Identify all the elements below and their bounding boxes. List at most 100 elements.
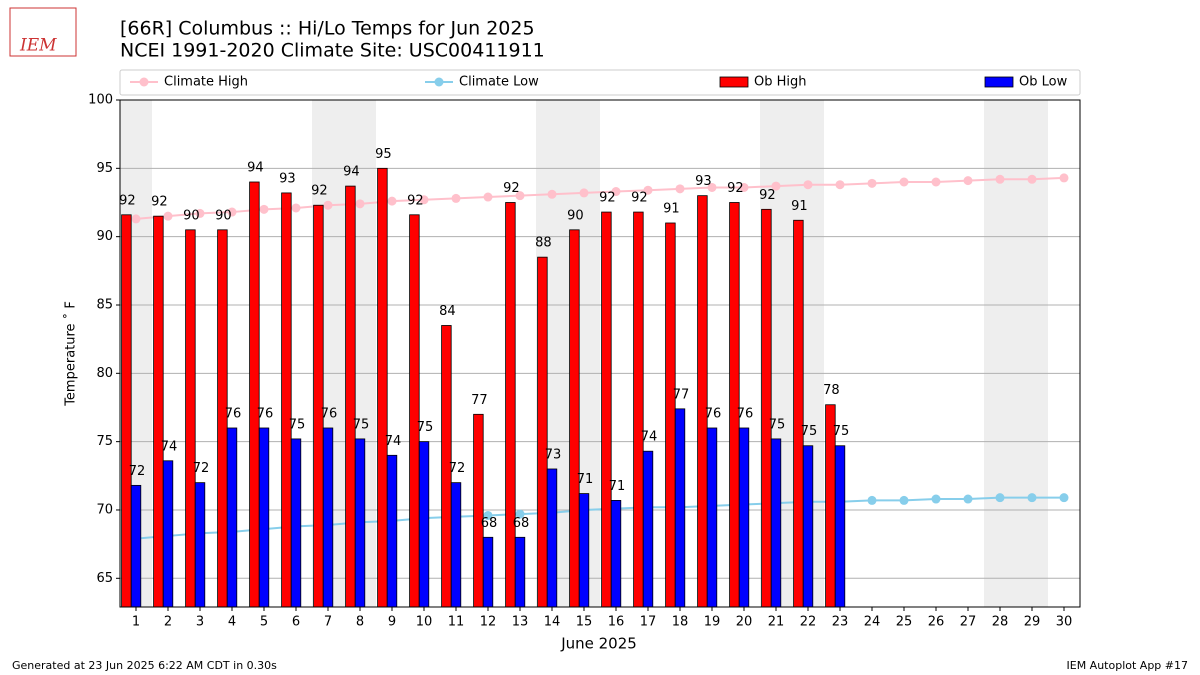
- x-tick-label: 15: [576, 615, 593, 630]
- y-tick-label: 75: [96, 434, 113, 449]
- y-tick-label: 85: [96, 297, 113, 312]
- bar-value-label: 92: [119, 193, 136, 208]
- bar-value-label: 76: [257, 406, 274, 421]
- line-marker: [963, 176, 973, 186]
- bar: [226, 427, 238, 608]
- line-marker: [643, 185, 653, 195]
- bar: [153, 215, 164, 608]
- bar: [473, 413, 484, 608]
- bar-value-label: 76: [705, 406, 722, 421]
- bar-value-label: 76: [321, 406, 338, 421]
- line-marker: [1059, 173, 1069, 183]
- x-tick-label: 26: [928, 615, 945, 630]
- line-marker: [867, 178, 877, 188]
- x-tick-label: 27: [960, 615, 977, 630]
- bar: [194, 482, 206, 608]
- bar-value-label: 90: [215, 208, 232, 223]
- bar-value-label: 77: [673, 387, 690, 402]
- line-marker: [291, 203, 301, 213]
- bar: [610, 500, 622, 608]
- bar: [130, 484, 142, 608]
- x-axis-label: June 2025: [560, 635, 637, 653]
- line-marker: [835, 180, 845, 190]
- y-tick-label: 95: [96, 161, 113, 176]
- line-marker: [899, 495, 909, 505]
- bar: [537, 256, 548, 608]
- legend-label: Climate Low: [459, 75, 539, 90]
- x-tick-label: 2: [164, 615, 172, 630]
- line-marker: [739, 182, 749, 192]
- legend-swatch: [719, 76, 749, 88]
- footer-left: Generated at 23 Jun 2025 6:22 AM CDT in …: [12, 659, 277, 672]
- line-marker: [227, 207, 237, 217]
- x-tick-label: 18: [672, 615, 689, 630]
- legend-label: Ob Low: [1019, 75, 1068, 90]
- line-marker: [931, 494, 941, 504]
- bar: [578, 493, 590, 608]
- line-marker: [515, 191, 525, 201]
- weekend-band: [984, 100, 1016, 607]
- x-tick-label: 9: [388, 615, 396, 630]
- bar: [409, 214, 420, 608]
- x-tick-label: 4: [228, 615, 236, 630]
- bar: [281, 192, 292, 608]
- bar-value-label: 92: [503, 181, 520, 196]
- bar-value-label: 91: [791, 199, 808, 214]
- bar-value-label: 73: [545, 447, 562, 462]
- line-marker: [483, 510, 493, 520]
- line-marker: [483, 192, 493, 202]
- line-marker: [803, 180, 813, 190]
- bar-value-label: 71: [609, 479, 626, 494]
- x-tick-label: 13: [512, 615, 529, 630]
- x-tick-label: 17: [640, 615, 657, 630]
- bar-value-label: 75: [417, 420, 434, 435]
- x-tick-label: 14: [544, 615, 561, 630]
- x-tick-label: 1: [132, 615, 140, 630]
- bar: [354, 438, 366, 608]
- line-marker: [195, 208, 205, 218]
- line-marker: [163, 211, 173, 221]
- bar: [738, 427, 750, 608]
- line-marker: [515, 509, 525, 519]
- bar-value-label: 94: [343, 165, 360, 180]
- bar: [185, 229, 196, 608]
- line-marker: [355, 199, 365, 209]
- bar: [482, 536, 494, 608]
- y-tick-label: 65: [96, 571, 113, 586]
- bar: [770, 438, 782, 608]
- bar: [601, 211, 612, 608]
- x-tick-label: 5: [260, 615, 268, 630]
- y-tick-label: 90: [96, 229, 113, 244]
- bar-value-label: 72: [193, 461, 210, 476]
- x-tick-label: 6: [292, 615, 300, 630]
- bar-value-label: 92: [599, 191, 616, 206]
- line-marker: [387, 196, 397, 206]
- logo-text: IEM: [19, 36, 57, 56]
- bar-value-label: 72: [129, 464, 146, 479]
- x-tick-label: 29: [1024, 615, 1041, 630]
- plot-frame: [119, 99, 1081, 608]
- x-tick-label: 19: [704, 615, 721, 630]
- legend-label: Ob High: [754, 75, 807, 90]
- line-marker: [963, 494, 973, 504]
- bar-value-label: 74: [385, 434, 402, 449]
- weekend-band: [1016, 100, 1048, 607]
- bar-value-label: 90: [567, 208, 584, 223]
- bar: [345, 185, 356, 608]
- bar-value-label: 68: [481, 516, 498, 531]
- line-marker: [899, 177, 909, 187]
- bar-value-label: 75: [289, 417, 306, 432]
- bar: [121, 214, 132, 608]
- logo-box: [9, 7, 77, 57]
- line-marker: [707, 182, 717, 192]
- y-tick-label: 80: [96, 366, 113, 381]
- bar-value-label: 90: [183, 208, 200, 223]
- x-tick-label: 24: [864, 615, 881, 630]
- bar-value-label: 75: [353, 417, 370, 432]
- bar-value-label: 94: [247, 160, 264, 175]
- bar-value-label: 75: [801, 424, 818, 439]
- chart-subtitle: NCEI 1991-2020 Climate Site: USC00411911: [120, 40, 545, 62]
- bar: [642, 450, 654, 608]
- bar-value-label: 74: [641, 430, 658, 445]
- bar: [418, 441, 430, 608]
